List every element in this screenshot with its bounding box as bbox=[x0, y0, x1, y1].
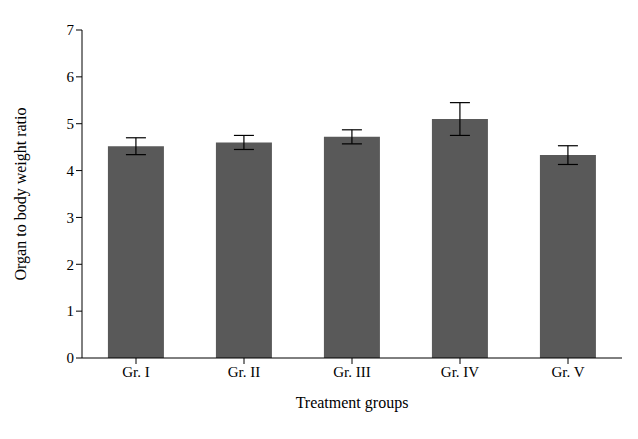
svg-text:6: 6 bbox=[67, 69, 75, 85]
svg-text:0: 0 bbox=[67, 350, 75, 366]
svg-text:Gr. III: Gr. III bbox=[333, 364, 371, 380]
svg-text:3: 3 bbox=[67, 210, 75, 226]
svg-text:2: 2 bbox=[67, 257, 75, 273]
svg-text:Gr. V: Gr. V bbox=[551, 364, 584, 380]
svg-text:7: 7 bbox=[67, 22, 75, 38]
svg-text:1: 1 bbox=[67, 303, 75, 319]
svg-text:4: 4 bbox=[67, 163, 75, 179]
svg-text:Organ to body weight ratio: Organ to body weight ratio bbox=[12, 107, 30, 280]
svg-text:Gr. IV: Gr. IV bbox=[441, 364, 479, 380]
svg-text:5: 5 bbox=[67, 116, 75, 132]
svg-text:Gr. II: Gr. II bbox=[228, 364, 261, 380]
svg-text:Treatment groups: Treatment groups bbox=[296, 394, 409, 412]
svg-text:Gr. I: Gr. I bbox=[122, 364, 150, 380]
